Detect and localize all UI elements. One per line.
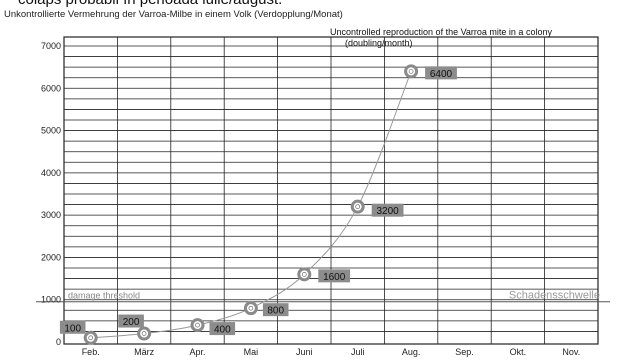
data-label: 3200 xyxy=(376,206,399,217)
x-tick-label: Apr. xyxy=(189,347,205,357)
data-label-bg xyxy=(118,314,144,328)
data-point-center xyxy=(355,204,361,209)
x-tick-label: Feb. xyxy=(82,347,100,357)
y-tick-label: 0 xyxy=(56,337,61,347)
x-tick-label: Aug. xyxy=(402,347,421,357)
data-points xyxy=(83,64,419,345)
data-label: 200 xyxy=(123,317,140,328)
y-tick-label: 1000 xyxy=(41,295,61,305)
y-tick-label: 4000 xyxy=(41,168,61,178)
chart-title: Unkontrollierte Vermehrung der Varroa-Mi… xyxy=(4,9,343,20)
data-point-center xyxy=(301,272,307,277)
y-tick-label: 3000 xyxy=(41,210,61,220)
data-label-bg xyxy=(262,303,289,317)
x-tick-label: Juli xyxy=(351,347,365,357)
data-point-center xyxy=(248,305,254,311)
x-tick-label: Mai xyxy=(244,347,259,357)
data-point-center xyxy=(141,331,147,336)
data-label-bg xyxy=(59,320,86,334)
threshold: damage threshold Schadensschwelle xyxy=(36,290,610,303)
y-tick-label: 2000 xyxy=(41,252,61,262)
data-label: 1600 xyxy=(323,272,346,283)
data-point-center xyxy=(88,335,93,341)
y-tick-label: 6000 xyxy=(41,83,61,93)
threshold-label-left: damage threshold xyxy=(68,291,140,301)
grid xyxy=(63,36,599,345)
x-tick-label: Juni xyxy=(296,347,313,357)
top-caption: colaps probabil în perioada iulie/august… xyxy=(18,0,282,8)
data-point-center xyxy=(408,69,414,74)
y-tick-label: 7000 xyxy=(41,41,61,51)
x-tick-label: Nov. xyxy=(562,347,580,357)
chart-subtitle: Uncontrolled reproduction of the Varroa … xyxy=(330,27,552,48)
data-label-bg xyxy=(209,322,236,336)
threshold-label-right: Schadensschwelle xyxy=(509,290,600,302)
data-label-bg xyxy=(425,66,457,80)
axes: 0 1000 2000 3000 4000 5000 6000 7000 Feb. März Apr… xyxy=(41,27,580,357)
data-label: 400 xyxy=(214,325,231,336)
data-labels: 100 200 400 800 1600 3200 6400 xyxy=(59,66,457,336)
data-point-center xyxy=(195,322,200,328)
data-label: 6400 xyxy=(430,69,453,80)
data-label: 100 xyxy=(64,323,81,334)
x-tick-label: Okt. xyxy=(510,347,527,357)
data-label-bg xyxy=(371,203,404,217)
x-tick-label: Sep. xyxy=(455,347,474,357)
data-label: 800 xyxy=(267,306,284,317)
y-tick-label: 5000 xyxy=(41,126,61,136)
x-tick-label: März xyxy=(134,347,154,357)
data-label-bg xyxy=(318,269,351,283)
